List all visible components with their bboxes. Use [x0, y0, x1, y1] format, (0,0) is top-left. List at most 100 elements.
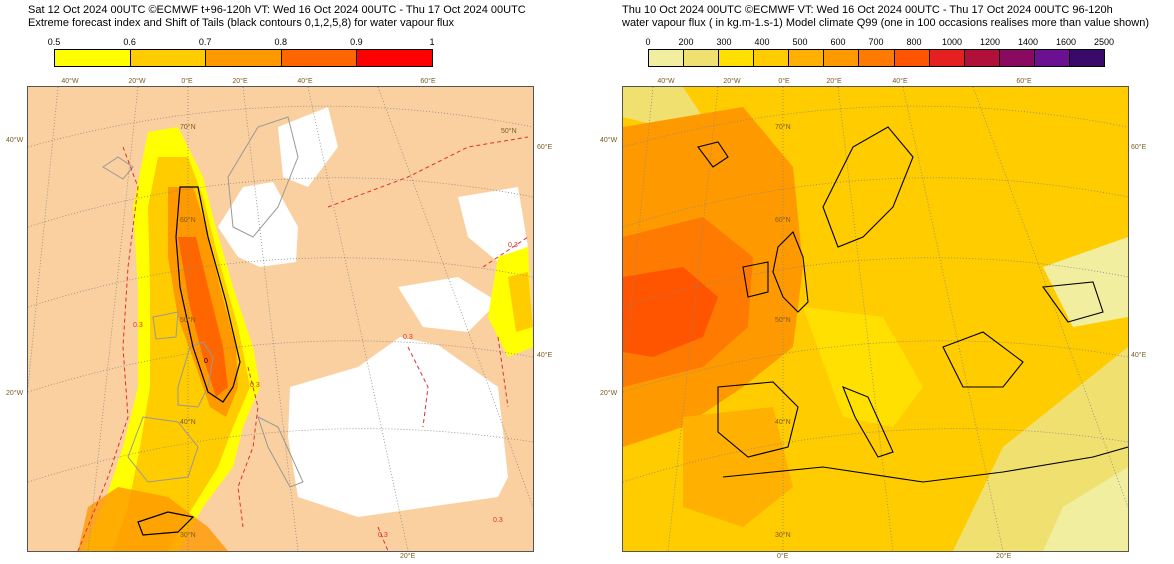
right-map-panel: Thu 10 Oct 2024 00UTC ©ECMWF VT: Wed 16 … [600, 0, 1174, 564]
left-cbar-tick: 0.8 [274, 37, 288, 47]
colorbar-segment [357, 50, 432, 66]
right-map-svg: 70°N 60°N 50°N 40°N 30°N [623, 87, 1128, 551]
graticule [28, 87, 533, 551]
efi-band-dark-orange [178, 237, 228, 397]
right-cbar-tick: 500 [792, 37, 808, 47]
flux-central-europe [803, 307, 923, 427]
colorbar-segment [649, 50, 685, 66]
right-top-label: 40°E [892, 78, 908, 85]
sot-contours [137, 186, 241, 536]
mediterranean-area [288, 337, 508, 517]
right-cbar-tick: 600 [830, 37, 846, 47]
right-cbar-tick: 700 [868, 37, 884, 47]
right-title-line1: Thu 10 Oct 2024 00UTC ©ECMWF VT: Wed 16 … [622, 4, 1113, 16]
left-side-label: 40°W [6, 137, 24, 144]
contour-label: 0.3 [508, 242, 518, 249]
colorbar-segment [55, 50, 131, 66]
right-cbar-tick: 800 [906, 37, 922, 47]
colorbar-segment [206, 50, 282, 66]
right-cbar-tick: 0 [645, 37, 651, 47]
right-top-label: 20°W [723, 78, 741, 85]
lat-label: 40°N [180, 418, 196, 426]
right-colorbar [648, 49, 1105, 67]
right-cbar-tick: 300 [716, 37, 732, 47]
colorbar-segment [824, 50, 860, 66]
left-bottom-label: 20°E [400, 553, 416, 560]
colorbar-segment [281, 50, 358, 66]
efi-band-south [78, 487, 228, 551]
left-side-label: 20°W [6, 390, 24, 397]
coastlines [697, 126, 1128, 483]
baltic-sea-area [218, 182, 298, 267]
lat-label: 50°N [775, 316, 791, 324]
contour-label: 0.3 [403, 334, 413, 341]
left-top-label: 40°W [61, 78, 79, 85]
left-colorbar [54, 49, 433, 67]
colorbar-segment [859, 50, 895, 66]
left-cbar-tick: 0.5 [47, 37, 61, 47]
lat-label: 30°N [775, 531, 791, 539]
left-title-line2: Extreme forecast index and Shift of Tail… [28, 17, 454, 29]
contour-label: 0.3 [493, 517, 503, 524]
contour-label: 0.3 [133, 322, 143, 329]
lat-label: 40°N [775, 418, 791, 426]
efi-band-orange-light [113, 157, 250, 551]
right-cbar-tick: 1200 [979, 37, 1001, 47]
white-sea-area [278, 107, 338, 187]
right-top-label: 0°E [778, 78, 790, 85]
left-cbar-tick: 0.7 [198, 37, 212, 47]
colorbar-segment [130, 50, 207, 66]
right-cbar-tick: 200 [678, 37, 694, 47]
left-top-label: 0°E [181, 78, 193, 85]
right-map: 70°N 60°N 50°N 40°N 30°N [622, 86, 1129, 552]
colorbar-segment [929, 50, 965, 66]
left-top-label: 20°W [128, 78, 146, 85]
right-cbar-tick: 1600 [1055, 37, 1077, 47]
right-top-label: 40°W [657, 78, 675, 85]
right-side-label: 20°W [600, 390, 618, 397]
lat-label: 50°N [501, 127, 517, 135]
right-top-label: 60°E [1016, 78, 1032, 85]
right-colorbar-ticks: 0 200 300 400 500 600 700 800 1000 1200 … [645, 37, 1114, 49]
left-map-panel: Sat 12 Oct 2024 00UTC ©ECMWF t+96-120h V… [0, 0, 560, 564]
colorbar-segment [1069, 50, 1105, 66]
left-cbar-tick: 0.9 [350, 37, 363, 47]
left-side-label: 40°E [537, 352, 553, 359]
right-bottom-label: 20°E [996, 553, 1012, 560]
colorbar-segment [719, 50, 755, 66]
colorbar-segment [684, 50, 720, 66]
right-cbar-tick: 2500 [1093, 37, 1115, 47]
inland-white-area [458, 187, 528, 262]
right-cbar-tick: 1000 [941, 37, 963, 47]
lat-label: 60°N [180, 216, 196, 224]
lat-label: 60°N [775, 216, 791, 224]
right-cbar-tick: 400 [754, 37, 770, 47]
lat-label: 70°N [180, 123, 196, 131]
colorbar-segment [789, 50, 825, 66]
contour-label: 0.3 [378, 532, 388, 539]
flux-lowest-se [1043, 467, 1128, 551]
left-map: 0.3 0.3 0.3 0.3 0.3 0.3 0 70°N 60°N 50°N… [27, 86, 534, 552]
right-side-label: 60°E [1131, 144, 1147, 151]
left-colorbar-ticks: 0.5 0.6 0.7 0.8 0.9 1 [48, 37, 435, 49]
right-bottom-label: 0°E [777, 553, 789, 560]
left-title-line1: Sat 12 Oct 2024 00UTC ©ECMWF t+96-120h V… [28, 4, 526, 16]
efi-orange-east [508, 272, 533, 332]
flux-iberia [683, 407, 793, 527]
lat-label: 70°N [775, 123, 791, 131]
colorbar-segment [754, 50, 790, 66]
coastlines [102, 116, 304, 488]
graticule [623, 87, 1128, 551]
right-side-label: 40°E [1131, 352, 1147, 359]
left-cbar-tick: 0.6 [123, 37, 136, 47]
lat-label: 30°N [180, 531, 196, 539]
efi-0.3-contours [77, 136, 529, 551]
right-cbar-tick: 1400 [1017, 37, 1039, 47]
right-title-line2: water vapour flux ( in kg.m-1.s-1) Model… [622, 17, 1150, 29]
colorbar-segment [1034, 50, 1070, 66]
contour-label: 0 [204, 358, 208, 365]
flux-lowest-east [1043, 237, 1128, 327]
colorbar-segment [999, 50, 1035, 66]
contour-label: 0.3 [250, 382, 260, 389]
left-side-label: 60°E [537, 144, 553, 151]
